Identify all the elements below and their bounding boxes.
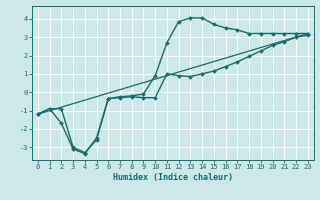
X-axis label: Humidex (Indice chaleur): Humidex (Indice chaleur) [113, 173, 233, 182]
